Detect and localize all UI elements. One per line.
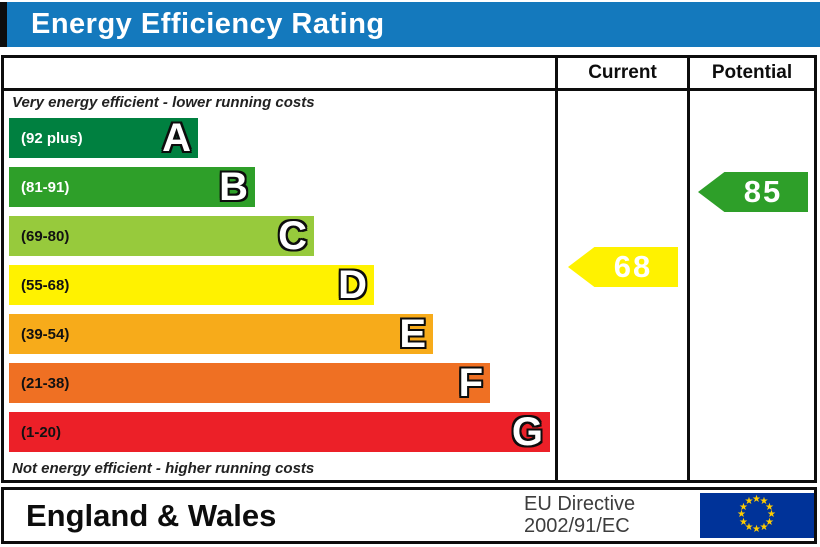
rating-table: Current Potential Very energy efficient … bbox=[1, 55, 817, 483]
eu-flag-star-icon: ★ bbox=[739, 516, 748, 528]
top-note: Very energy efficient - lower running co… bbox=[12, 94, 315, 111]
current-rating-arrow: 68 bbox=[568, 247, 678, 287]
band-g: (1-20) G bbox=[9, 412, 550, 452]
potential-column-header: Potential bbox=[711, 62, 793, 83]
band-d-letter: D bbox=[338, 263, 367, 307]
eu-flag-star-icon: ★ bbox=[739, 501, 748, 513]
band-g-letter: G bbox=[511, 410, 543, 454]
current-rating-value: 68 bbox=[613, 249, 653, 284]
footer: England & Wales EU Directive 2002/91/EC … bbox=[1, 487, 817, 544]
band-c-letter: C bbox=[278, 214, 307, 258]
chart-title: Energy Efficiency Rating bbox=[31, 8, 385, 40]
band-f-letter: F bbox=[458, 361, 483, 405]
eu-flag-icon: ★ ★ ★ ★ ★ ★ ★ ★ ★ ★ ★ ★ bbox=[700, 493, 814, 538]
eu-flag-star-icon: ★ bbox=[764, 501, 774, 513]
band-e: (39-54) E bbox=[9, 314, 433, 354]
region-label: England & Wales bbox=[26, 497, 277, 533]
band-f-range: (21-38) bbox=[21, 374, 70, 392]
eu-flag-star-icon: ★ bbox=[752, 494, 761, 505]
band-a-letter: A bbox=[162, 116, 191, 160]
band-a: (92 plus) A bbox=[9, 118, 198, 158]
potential-rating-value: 85 bbox=[743, 174, 783, 209]
eu-directive-line2: 2002/91/EC bbox=[524, 515, 630, 537]
band-b: (81-91) B bbox=[9, 167, 255, 207]
bottom-note: Not energy efficient - higher running co… bbox=[12, 460, 315, 477]
band-g-range: (1-20) bbox=[21, 423, 62, 441]
eu-flag-star-icon: ★ bbox=[764, 516, 774, 528]
potential-rating-arrow: 85 bbox=[698, 172, 808, 212]
band-a-range: (92 plus) bbox=[21, 129, 83, 147]
band-f: (21-38) F bbox=[9, 363, 490, 403]
eu-flag-star-icon: ★ bbox=[737, 509, 746, 520]
eu-flag-star-icon: ★ bbox=[767, 509, 776, 520]
chart-title-bar: Energy Efficiency Rating bbox=[0, 2, 820, 47]
column-divider-left bbox=[555, 58, 558, 480]
eu-flag-star-icon: ★ bbox=[759, 496, 769, 507]
band-e-letter: E bbox=[399, 312, 426, 356]
column-divider-right bbox=[687, 58, 690, 480]
header-row-divider bbox=[4, 88, 814, 91]
eu-directive-label: EU Directive 2002/91/EC bbox=[524, 493, 635, 537]
current-column-header: Current bbox=[588, 62, 657, 83]
band-c: (69-80) C bbox=[9, 216, 314, 256]
band-d-range: (55-68) bbox=[21, 276, 70, 294]
band-b-letter: B bbox=[219, 165, 248, 209]
eu-flag-star-icon: ★ bbox=[744, 521, 754, 533]
band-b-range: (81-91) bbox=[21, 178, 70, 196]
eu-flag-star-icon: ★ bbox=[744, 496, 754, 507]
band-e-range: (39-54) bbox=[21, 325, 70, 343]
band-c-range: (69-80) bbox=[21, 227, 70, 245]
band-d: (55-68) D bbox=[9, 265, 374, 305]
eu-directive-line1: EU Directive bbox=[524, 493, 636, 515]
eu-flag-star-icon: ★ bbox=[752, 524, 761, 535]
eu-flag-star-icon: ★ bbox=[759, 521, 769, 533]
